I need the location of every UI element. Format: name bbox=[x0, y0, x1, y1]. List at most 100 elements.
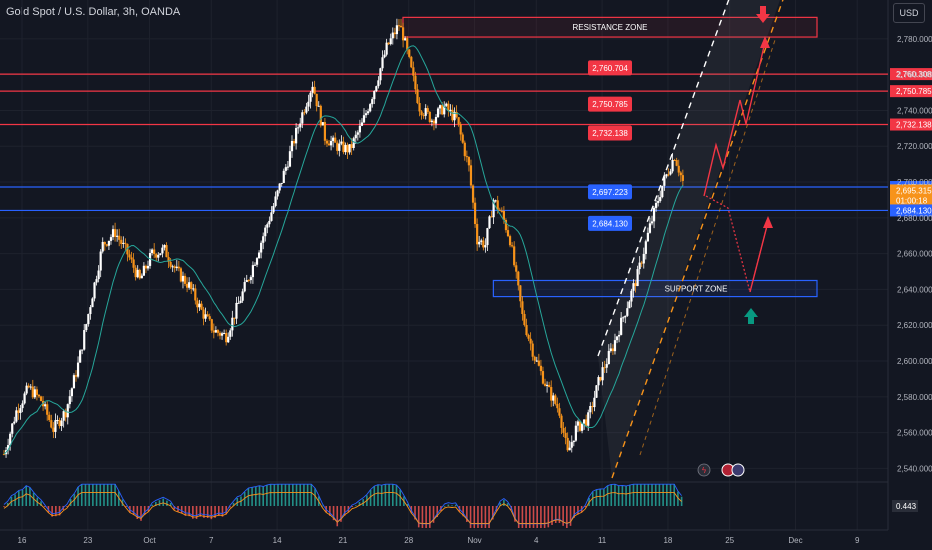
candle-body bbox=[545, 384, 549, 386]
candle-body bbox=[208, 316, 211, 320]
oscillator-bar bbox=[158, 500, 161, 506]
candle-body bbox=[107, 240, 111, 246]
oscillator-bar bbox=[110, 484, 113, 506]
candle-body bbox=[422, 115, 425, 117]
candle-body bbox=[327, 143, 331, 146]
candle-body bbox=[613, 340, 617, 352]
flash-icon bbox=[697, 463, 711, 477]
channel-upper-line bbox=[597, 0, 730, 357]
oscillator-bar bbox=[3, 506, 5, 507]
candle-body bbox=[255, 258, 259, 265]
down-arrow-icon bbox=[760, 6, 766, 15]
candle-body bbox=[257, 252, 261, 259]
axis-level-tag bbox=[890, 204, 932, 217]
oscillator-bar bbox=[673, 484, 676, 506]
oscillator-bar bbox=[188, 506, 190, 517]
oscillator-bar bbox=[432, 506, 435, 523]
candle-body bbox=[387, 42, 390, 45]
moving-average-line bbox=[3, 45, 684, 455]
candle-body bbox=[511, 245, 514, 247]
x-tick-label: 7 bbox=[209, 536, 214, 545]
oscillator-bar bbox=[221, 506, 224, 517]
candle-body bbox=[515, 265, 518, 272]
oscillator-bar bbox=[225, 506, 227, 515]
candle-body bbox=[527, 334, 530, 339]
candle-body bbox=[496, 200, 499, 210]
candle-body bbox=[667, 174, 670, 176]
oscillator-bar bbox=[454, 504, 457, 506]
candle-body bbox=[599, 377, 602, 381]
candle-body bbox=[329, 140, 333, 146]
oscillator-bar bbox=[173, 506, 176, 510]
oscillator-bar bbox=[640, 484, 642, 506]
candle-body bbox=[46, 404, 49, 415]
oscillator-bar bbox=[666, 484, 668, 506]
x-tick-label: 4 bbox=[534, 536, 539, 545]
candle-body bbox=[578, 421, 582, 431]
oscillator-bar bbox=[217, 506, 220, 516]
candle-body bbox=[188, 282, 191, 288]
candle-body bbox=[190, 282, 193, 289]
candle-body bbox=[603, 367, 606, 369]
candle-body bbox=[589, 406, 592, 413]
y-tick-label: 2,640.000 bbox=[897, 285, 932, 294]
y-tick-label: 2,700.000 bbox=[897, 178, 932, 187]
candle-body bbox=[609, 348, 612, 351]
candle-body bbox=[436, 108, 440, 118]
oscillator-bar bbox=[88, 484, 90, 506]
candle-body bbox=[519, 285, 522, 302]
y-tick-label: 2,720.000 bbox=[897, 142, 932, 151]
candle-body bbox=[120, 239, 123, 244]
candle-body bbox=[183, 275, 187, 284]
candle-body bbox=[165, 245, 168, 258]
y-tick-label: 2,540.000 bbox=[897, 464, 932, 473]
candle-body bbox=[591, 406, 594, 408]
candle-body bbox=[169, 261, 172, 267]
candle-body bbox=[284, 167, 287, 171]
oscillator-bar bbox=[399, 489, 402, 506]
oscillator-bar bbox=[436, 506, 439, 517]
channel-mid-line bbox=[639, 39, 776, 456]
oscillator-bar bbox=[621, 485, 624, 506]
candle-body bbox=[95, 279, 98, 283]
oscillator-bar bbox=[503, 500, 505, 506]
oscillator-bar bbox=[21, 489, 24, 506]
candle-body bbox=[535, 360, 538, 362]
candle-body bbox=[97, 270, 100, 280]
candle-body bbox=[560, 415, 563, 428]
candle-body bbox=[35, 389, 39, 395]
candle-body bbox=[344, 144, 347, 153]
candle-body bbox=[521, 301, 524, 315]
candle-body bbox=[451, 109, 454, 121]
oscillator-bar bbox=[425, 506, 427, 528]
candle-body bbox=[253, 264, 257, 266]
oscillator-bar bbox=[477, 506, 479, 528]
candle-body bbox=[155, 254, 158, 258]
oscillator-bar bbox=[136, 506, 139, 519]
candle-body bbox=[116, 235, 119, 237]
candle-body bbox=[44, 404, 47, 407]
oscillator-bar bbox=[414, 506, 416, 520]
candle-body bbox=[163, 245, 166, 248]
oscillator-bar bbox=[369, 489, 372, 506]
y-tick-label: 2,580.000 bbox=[897, 393, 932, 402]
candle-body bbox=[525, 325, 528, 335]
oscillator-bar bbox=[266, 484, 268, 506]
candle-body bbox=[202, 309, 205, 319]
arrowhead-icon bbox=[760, 36, 770, 48]
inner-price-tag-label: 2,760.704 bbox=[592, 64, 628, 73]
oscillator-bar bbox=[651, 484, 653, 506]
candle-body bbox=[350, 144, 353, 148]
currency-button[interactable]: USD bbox=[893, 3, 925, 23]
candle-body bbox=[173, 266, 176, 269]
candle-body bbox=[681, 175, 684, 181]
us-flag-icon bbox=[731, 463, 745, 477]
axis-level-label: 2,684.130 bbox=[896, 206, 932, 215]
oscillator-bar bbox=[77, 486, 79, 506]
oscillator-bar bbox=[647, 484, 650, 506]
oscillator-bar bbox=[566, 506, 568, 528]
candle-body bbox=[500, 210, 503, 212]
candle-body bbox=[585, 419, 588, 426]
oscillator-bar bbox=[254, 486, 257, 506]
